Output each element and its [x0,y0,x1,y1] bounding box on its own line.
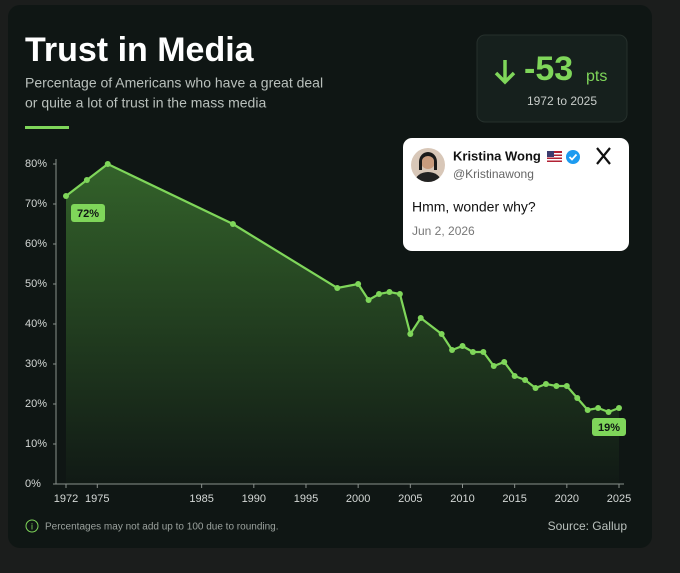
value-label: 19% [598,422,620,434]
y-tick-label: 40% [25,318,47,330]
subtitle: Percentage of Americans who have a great… [25,75,323,91]
y-tick-label: 0% [25,478,41,490]
point [532,385,539,391]
tweet-name: Kristina Wong [453,148,541,163]
point [480,349,487,355]
y-tick-label: 30% [25,358,47,370]
x-tick-label: 2005 [398,493,422,505]
tweet-date: Jun 2, 2026 [412,224,475,238]
tweet-handle: @Kristinawong [453,167,534,181]
point [595,405,602,411]
value-label-box [592,418,626,436]
x-tick-label: 1985 [189,493,213,505]
x-tick-label: 1972 [54,493,78,505]
x-tick-label: 2025 [607,493,631,505]
tweet-card: Kristina Wong @Kristinawong Hmm, wonder … [403,138,629,251]
point [584,407,591,413]
x-logo[interactable] [596,147,611,165]
point [563,383,570,389]
stat-box [476,34,628,123]
y-tick-label: 20% [25,398,47,410]
point [438,331,445,337]
point [553,383,560,389]
x-tick-label: 1975 [85,493,109,505]
point [386,289,393,295]
point [511,373,518,379]
subtitle: or quite a lot of trust in the mass medi… [25,95,266,111]
flag-icon [547,151,562,162]
info-icon-i: i [31,521,33,531]
x-tick-label: 1995 [294,493,318,505]
point [449,347,456,353]
point [616,405,622,411]
point [522,377,529,383]
point [501,359,508,365]
area [66,164,619,484]
point [407,331,414,337]
x-tick-label: 2010 [450,493,474,505]
stat-period: 1972 to 2025 [527,94,597,108]
verified-badge [566,150,580,164]
y-tick-label: 70% [25,198,47,210]
point [355,281,362,287]
value-label-box [71,204,105,222]
point [63,193,69,199]
x-tick-label: 2000 [346,493,370,505]
chart-title: Trust in Media [25,31,255,69]
point [376,291,383,297]
point [469,349,476,355]
point [396,291,403,297]
down-arrow [494,60,516,85]
footnote: Percentages may not add up to 100 due to… [45,522,279,533]
point [459,343,466,349]
stat-value: -53 [524,50,573,88]
point [490,363,497,369]
point [229,221,236,227]
y-tick-label: 60% [25,238,47,250]
value-label: 72% [77,208,99,220]
tweet-text: Hmm, wonder why? [412,199,536,215]
y-tick-label: 10% [25,438,47,450]
point [104,161,111,167]
x-tick-label: 1990 [242,493,266,505]
info-icon [25,519,39,533]
point [605,409,612,415]
y-tick-label: 80% [25,158,47,170]
source: Source: Gallup [548,519,628,533]
x-tick-label: 2015 [502,493,526,505]
point [574,395,581,401]
tweet-background [403,138,629,251]
x-tick-label: 2020 [555,493,579,505]
point [334,285,341,291]
point [542,381,549,387]
y-tick-label: 50% [25,278,47,290]
point [417,315,424,321]
stat-unit: pts [586,68,607,85]
point [83,177,90,183]
point [365,297,372,303]
accent-line [25,126,69,129]
